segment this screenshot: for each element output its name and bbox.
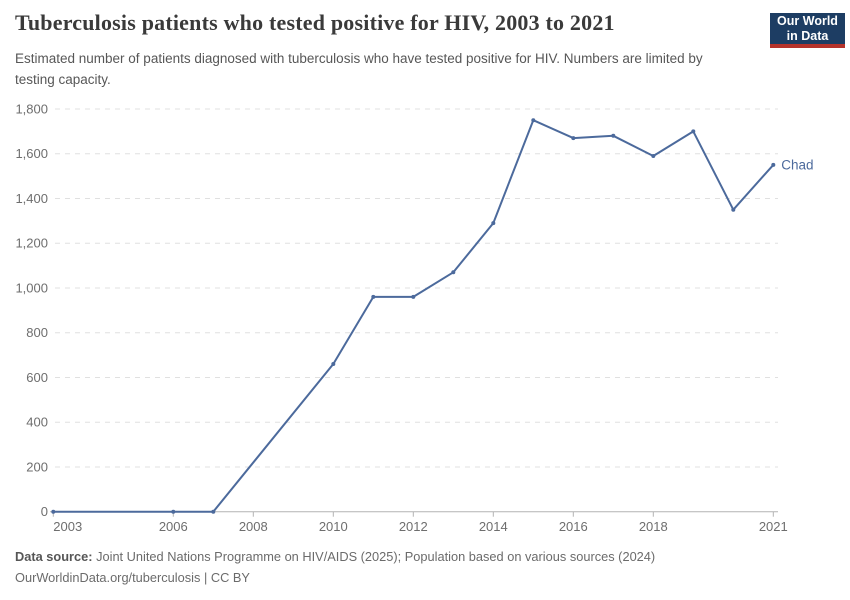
owid-url-link[interactable]: OurWorldinData.org/tuberculosis [15,569,201,585]
data-point-marker[interactable] [531,118,536,123]
license-line: OurWorldinData.org/tuberculosis | CC BY [15,568,835,589]
owid-logo-line1: Our World [777,13,838,28]
y-tick-label: 600 [26,370,48,385]
owid-logo-line2: in Data [786,28,829,43]
y-tick-label: 1,400 [15,191,48,206]
data-point-marker[interactable] [51,509,56,514]
y-tick-label: 1,800 [15,102,48,117]
data-series-line[interactable] [52,119,775,513]
x-tick-label: 2021 [759,519,788,534]
data-point-marker[interactable] [651,154,656,158]
y-tick-label: 1,600 [15,146,48,161]
line-chart[interactable]: 0 200 400 600 800 1,000 1,200 1,400 1,600 1,800 20… [0,0,850,545]
data-point-marker[interactable] [451,270,456,275]
datasource-text: Joint United Nations Programme on HIV/AI… [92,549,656,564]
y-tick-label: 200 [26,459,48,474]
data-point-marker[interactable] [171,509,176,514]
y-tick-label: 800 [26,325,48,340]
data-point-marker[interactable] [211,509,216,514]
y-tick-label: 1,000 [15,280,48,295]
datasource-label: Data source: [15,549,93,564]
x-tick-label: 2018 [639,519,668,534]
y-tick-label: 1,200 [15,236,48,251]
x-tick-label: 2014 [479,519,508,534]
data-point-marker[interactable] [731,207,736,212]
data-point-marker[interactable] [611,133,616,138]
x-tick-label: 2006 [159,519,188,534]
owid-logo[interactable]: Our World in Data [770,13,845,48]
data-point-marker[interactable] [771,162,776,167]
x-tick-label: 2012 [399,519,428,534]
data-point-marker[interactable] [331,362,336,366]
data-point-marker[interactable] [371,294,376,299]
x-tick-label: 2010 [319,519,348,534]
chart-footer: Data source: Joint United Nations Progra… [15,547,835,588]
y-tick-label: 400 [26,415,48,430]
y-tick-label: 0 [41,504,48,519]
chart-subtitle: Estimated number of patients diagnosed w… [15,51,703,87]
data-point-marker[interactable] [411,294,416,299]
datasource-line: Data source: Joint United Nations Progra… [15,547,835,568]
data-point-marker[interactable] [491,221,496,226]
entity-label[interactable]: Chad [781,157,813,172]
license-link[interactable]: CC BY [210,569,250,585]
x-tick-label: 2003 [53,519,82,534]
x-tick-label: 2016 [559,519,588,534]
x-tick-label: 2008 [239,519,268,534]
license-separator: | [200,569,211,585]
data-point-marker[interactable] [691,129,696,134]
page-title: Tuberculosis patients who tested positiv… [15,10,615,35]
data-point-marker[interactable] [571,136,576,141]
